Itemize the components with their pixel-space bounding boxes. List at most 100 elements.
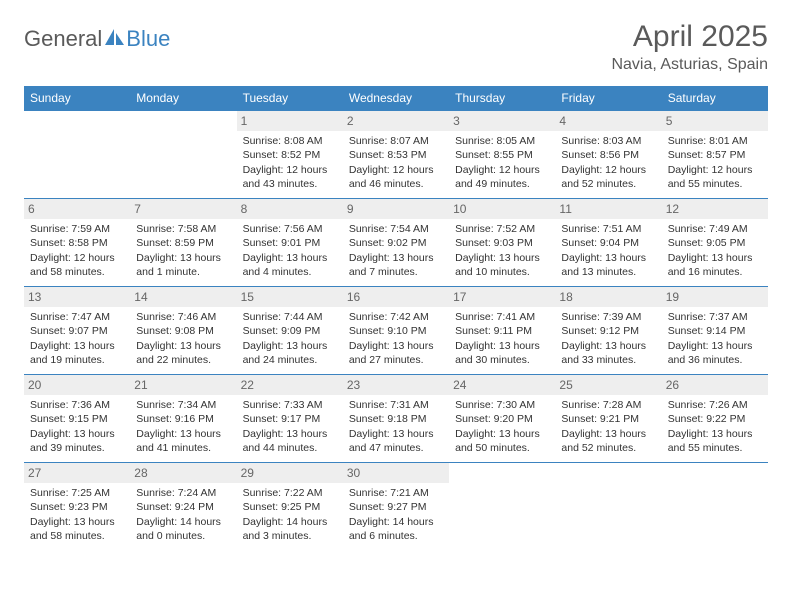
calendar-cell: 24 Sunrise: 7:30 AMSunset: 9:20 PMDayligh… xyxy=(449,375,555,463)
cell-text-line: Sunrise: 7:41 AM xyxy=(455,310,549,324)
cell-text-line: Sunset: 9:08 PM xyxy=(136,324,230,338)
cell-text-line: Daylight: 14 hours xyxy=(243,515,337,529)
cell-text-line: Sunrise: 7:54 AM xyxy=(349,222,443,236)
calendar-cell: 18Sunrise: 7:39 AMSunset: 9:12 PMDayligh… xyxy=(555,287,661,375)
cell-text-line: and 50 minutes. xyxy=(455,441,549,455)
day-number: 26 xyxy=(662,375,768,395)
calendar-cell: 3Sunrise: 8:05 AMSunset: 8:55 PMDaylight… xyxy=(449,111,555,199)
weekday-header-row: Sunday Monday Tuesday Wednesday Thursday… xyxy=(24,86,768,111)
cell-text-line: and 55 minutes. xyxy=(668,441,762,455)
calendar-cell: 9Sunrise: 7:54 AMSunset: 9:02 PMDaylight… xyxy=(343,199,449,287)
calendar-row: 6Sunrise: 7:59 AMSunset: 8:58 PMDaylight… xyxy=(24,199,768,287)
cell-text-line: Sunrise: 7:59 AM xyxy=(30,222,124,236)
calendar-cell: 12Sunrise: 7:49 AMSunset: 9:05 PMDayligh… xyxy=(662,199,768,287)
cell-text-line: and 43 minutes. xyxy=(243,177,337,191)
cell-text-line: Sunset: 9:25 PM xyxy=(243,500,337,514)
cell-text-line: Daylight: 13 hours xyxy=(561,339,655,353)
day-number: 29 xyxy=(237,463,343,483)
cell-text-line: Daylight: 13 hours xyxy=(455,427,549,441)
cell-text-line: Sunrise: 8:07 AM xyxy=(349,134,443,148)
cell-text-line: Daylight: 12 hours xyxy=(455,163,549,177)
calendar-cell: 19Sunrise: 7:37 AMSunset: 9:14 PMDayligh… xyxy=(662,287,768,375)
calendar-cell: 4Sunrise: 8:03 AMSunset: 8:56 PMDaylight… xyxy=(555,111,661,199)
cell-text-line: Daylight: 13 hours xyxy=(561,427,655,441)
logo-text-general: General xyxy=(24,26,102,52)
cell-text-line: Daylight: 13 hours xyxy=(136,251,230,265)
cell-text-line: and 55 minutes. xyxy=(668,177,762,191)
cell-text-line: Sunrise: 7:30 AM xyxy=(455,398,549,412)
cell-text-line: and 1 minute. xyxy=(136,265,230,279)
cell-text-line: Sunset: 9:15 PM xyxy=(30,412,124,426)
day-number xyxy=(130,111,236,115)
cell-text-line: Sunset: 9:03 PM xyxy=(455,236,549,250)
cell-text-line: Sunset: 8:56 PM xyxy=(561,148,655,162)
cell-text-line: and 44 minutes. xyxy=(243,441,337,455)
cell-text-line: Sunset: 8:52 PM xyxy=(243,148,337,162)
day-number: 3 xyxy=(449,111,555,131)
calendar-cell xyxy=(662,463,768,551)
day-number: 2 xyxy=(343,111,449,131)
day-number: 4 xyxy=(555,111,661,131)
calendar-cell: 29Sunrise: 7:22 AMSunset: 9:25 PMDayligh… xyxy=(237,463,343,551)
page-title: April 2025 xyxy=(611,20,768,54)
cell-text-line: Sunset: 9:11 PM xyxy=(455,324,549,338)
calendar-cell xyxy=(449,463,555,551)
day-number: 5 xyxy=(662,111,768,131)
cell-text-line: Sunrise: 8:01 AM xyxy=(668,134,762,148)
cell-text-line: Daylight: 12 hours xyxy=(243,163,337,177)
weekday-header: Saturday xyxy=(662,86,768,111)
day-number xyxy=(555,463,661,467)
cell-text-line: and 41 minutes. xyxy=(136,441,230,455)
day-number: 24 xyxy=(449,375,555,395)
logo: General Blue xyxy=(24,26,170,52)
cell-text-line: and 3 minutes. xyxy=(243,529,337,543)
calendar-cell: 7Sunrise: 7:58 AMSunset: 8:59 PMDaylight… xyxy=(130,199,236,287)
cell-text-line: Daylight: 13 hours xyxy=(349,427,443,441)
cell-text-line: Sunrise: 7:33 AM xyxy=(243,398,337,412)
cell-text-line: and 13 minutes. xyxy=(561,265,655,279)
calendar-cell: 21Sunrise: 7:34 AMSunset: 9:16 PMDayligh… xyxy=(130,375,236,463)
cell-text-line: Sunrise: 7:52 AM xyxy=(455,222,549,236)
calendar-cell: 13Sunrise: 7:47 AMSunset: 9:07 PMDayligh… xyxy=(24,287,130,375)
cell-text-line: and 24 minutes. xyxy=(243,353,337,367)
cell-text-line: Daylight: 13 hours xyxy=(243,427,337,441)
header: General Blue April 2025 Navia, Asturias,… xyxy=(24,20,768,74)
calendar-cell: 14Sunrise: 7:46 AMSunset: 9:08 PMDayligh… xyxy=(130,287,236,375)
calendar-cell: 16Sunrise: 7:42 AMSunset: 9:10 PMDayligh… xyxy=(343,287,449,375)
cell-text-line: Sunrise: 7:47 AM xyxy=(30,310,124,324)
day-number: 19 xyxy=(662,287,768,307)
day-number xyxy=(449,463,555,467)
cell-text-line: Daylight: 13 hours xyxy=(349,339,443,353)
cell-text-line: Sunset: 8:59 PM xyxy=(136,236,230,250)
cell-text-line: Sunset: 9:05 PM xyxy=(668,236,762,250)
calendar-cell: 27Sunrise: 7:25 AMSunset: 9:23 PMDayligh… xyxy=(24,463,130,551)
calendar-table: Sunday Monday Tuesday Wednesday Thursday… xyxy=(24,86,768,551)
day-number: 30 xyxy=(343,463,449,483)
calendar-cell xyxy=(130,111,236,199)
cell-text-line: and 52 minutes. xyxy=(561,177,655,191)
day-number xyxy=(24,111,130,115)
cell-text-line: Daylight: 13 hours xyxy=(243,251,337,265)
cell-text-line: Daylight: 13 hours xyxy=(136,339,230,353)
calendar-cell: 20Sunrise: 7:36 AMSunset: 9:15 PMDayligh… xyxy=(24,375,130,463)
cell-text-line: and 49 minutes. xyxy=(455,177,549,191)
cell-text-line: Sunrise: 7:21 AM xyxy=(349,486,443,500)
cell-text-line: and 52 minutes. xyxy=(561,441,655,455)
cell-text-line: Daylight: 13 hours xyxy=(30,515,124,529)
calendar-row: 27Sunrise: 7:25 AMSunset: 9:23 PMDayligh… xyxy=(24,463,768,551)
day-number: 18 xyxy=(555,287,661,307)
cell-text-line: and 39 minutes. xyxy=(30,441,124,455)
logo-sail-icon xyxy=(104,27,126,52)
cell-text-line: and 7 minutes. xyxy=(349,265,443,279)
cell-text-line: Daylight: 13 hours xyxy=(455,339,549,353)
cell-text-line: and 30 minutes. xyxy=(455,353,549,367)
calendar-row: 1Sunrise: 8:08 AMSunset: 8:52 PMDaylight… xyxy=(24,111,768,199)
cell-text-line: Sunset: 9:12 PM xyxy=(561,324,655,338)
cell-text-line: Sunset: 9:20 PM xyxy=(455,412,549,426)
cell-text-line: Daylight: 13 hours xyxy=(349,251,443,265)
calendar-cell: 28Sunrise: 7:24 AMSunset: 9:24 PMDayligh… xyxy=(130,463,236,551)
day-number: 10 xyxy=(449,199,555,219)
cell-text-line: Daylight: 13 hours xyxy=(561,251,655,265)
cell-text-line: Sunrise: 7:46 AM xyxy=(136,310,230,324)
calendar-cell: 2Sunrise: 8:07 AMSunset: 8:53 PMDaylight… xyxy=(343,111,449,199)
